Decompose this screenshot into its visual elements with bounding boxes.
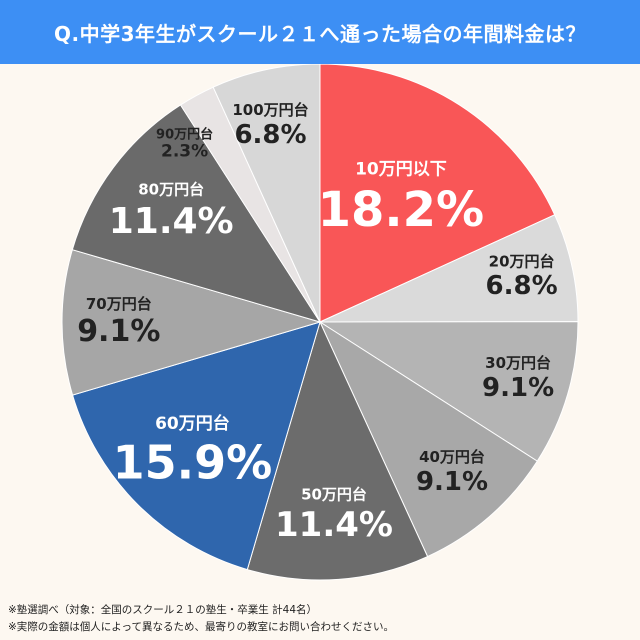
footnote-disclaimer: ※実際の金額は個人によって異なるため、最寄りの教室にお問い合わせください。 <box>8 621 394 633</box>
slice-category-label: 30万円台 <box>485 354 551 372</box>
slice-value-label: 6.8% <box>234 120 306 150</box>
pie-slice <box>71 321 321 571</box>
pie-chart: 10万円以下18.2%20万円台6.8%30万円台9.1%40万円台9.1%50… <box>61 64 579 581</box>
slice-value-label: 15.9% <box>113 435 273 489</box>
slice-category-label: 90万円台 <box>156 127 213 143</box>
pie-slice <box>318 321 579 462</box>
slice-category-label: 100万円台 <box>232 101 308 119</box>
slice-category-label: 20万円台 <box>489 252 555 270</box>
slice-category-label: 70万円台 <box>86 295 152 313</box>
pie-slice <box>71 104 322 323</box>
slice-value-label: 2.3% <box>161 142 208 162</box>
slice-category-label: 50万円台 <box>301 486 367 504</box>
slice-value-label: 9.1% <box>482 373 554 403</box>
slice-category-label: 10万円以下 <box>355 160 447 180</box>
slice-category-label: 80万円台 <box>138 181 204 199</box>
slice-category-label: 60万円台 <box>155 413 230 434</box>
title-bar: Q.中学3年生がスクール２１へ通った場合の年間料金は？ <box>0 0 640 64</box>
pie-slice <box>246 320 429 581</box>
footnote-source: ※塾選調べ（対象：全国のスクール２１の塾生・卒業生 計44名） <box>8 604 317 616</box>
slice-category-label: 40万円台 <box>419 448 485 466</box>
slice-value-label: 9.1% <box>77 314 160 349</box>
footnotes: ※塾選調べ（対象：全国のスクール２１の塾生・卒業生 計44名） ※実際の金額は個… <box>8 602 632 636</box>
slice-value-label: 9.1% <box>416 467 488 497</box>
slice-value-label: 11.4% <box>275 505 393 545</box>
slice-value-label: 6.8% <box>486 271 558 301</box>
pie-slice <box>212 64 321 323</box>
pie-slice <box>319 214 579 323</box>
slice-value-label: 18.2% <box>318 182 485 238</box>
pie-slice <box>318 320 538 558</box>
pie-slice <box>319 64 556 323</box>
pie-slice <box>61 249 322 396</box>
chart-title: Q.中学3年生がスクール２１へ通った場合の年間料金は？ <box>53 21 586 46</box>
slice-value-label: 11.4% <box>109 201 234 242</box>
